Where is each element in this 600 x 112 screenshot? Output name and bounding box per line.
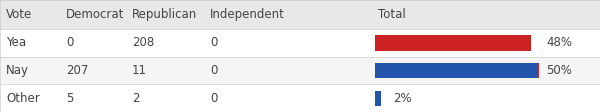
FancyBboxPatch shape [0, 84, 600, 112]
Text: 2: 2 [132, 92, 139, 105]
Text: Republican: Republican [132, 8, 197, 21]
FancyBboxPatch shape [375, 35, 530, 51]
Text: Nay: Nay [6, 64, 29, 77]
Text: Yea: Yea [6, 36, 26, 49]
Text: 11: 11 [132, 64, 147, 77]
FancyBboxPatch shape [537, 63, 539, 78]
FancyBboxPatch shape [375, 91, 382, 106]
Text: 0: 0 [210, 92, 217, 105]
FancyBboxPatch shape [0, 57, 600, 84]
Text: Other: Other [6, 92, 40, 105]
Text: Democrat: Democrat [66, 8, 124, 21]
FancyBboxPatch shape [375, 63, 537, 78]
Text: 48%: 48% [546, 36, 572, 49]
Text: 50%: 50% [546, 64, 572, 77]
Text: 208: 208 [132, 36, 154, 49]
Text: Independent: Independent [210, 8, 285, 21]
Text: Total: Total [378, 8, 406, 21]
Text: 5: 5 [66, 92, 73, 105]
FancyBboxPatch shape [0, 29, 600, 57]
Text: 0: 0 [210, 64, 217, 77]
Text: 0: 0 [66, 36, 73, 49]
Text: 2%: 2% [394, 92, 412, 105]
Text: Vote: Vote [6, 8, 32, 21]
FancyBboxPatch shape [0, 0, 600, 29]
Text: 207: 207 [66, 64, 88, 77]
Text: 0: 0 [210, 36, 217, 49]
